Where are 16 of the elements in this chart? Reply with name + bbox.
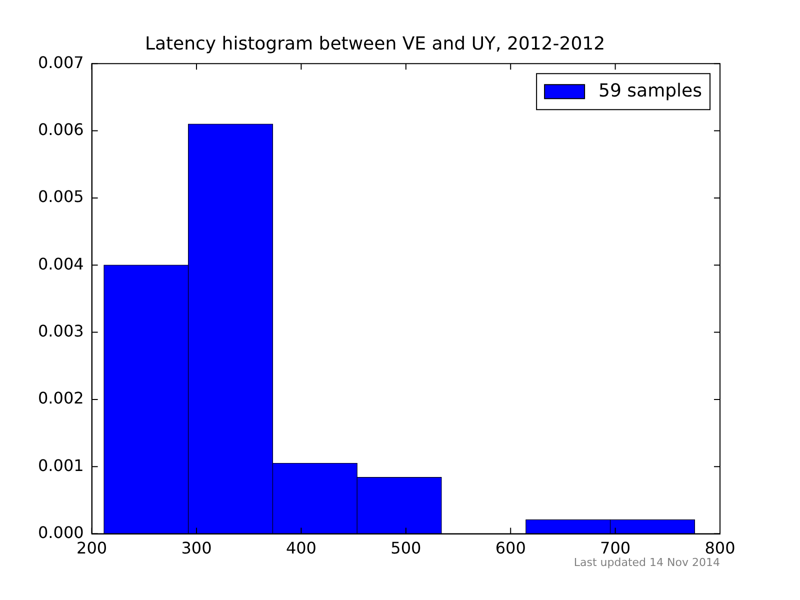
x-tick-label: 700 xyxy=(600,538,631,558)
chart-title: Latency histogram between VE and UY, 2012-2012 xyxy=(144,33,606,54)
y-tick-label: 0.003 xyxy=(38,321,84,340)
x-tick-label: 400 xyxy=(286,538,316,558)
x-tick-label: 600 xyxy=(495,538,526,558)
y-tick-label: 0.007 xyxy=(38,52,84,72)
y-tick-label: 0.002 xyxy=(38,388,84,408)
legend-label: 59 samples xyxy=(598,80,702,102)
y-tick-label: 0.001 xyxy=(38,456,84,475)
y-tick-label: 0.005 xyxy=(38,187,84,206)
x-tick-label: 300 xyxy=(181,538,212,558)
x-tick-label: 800 xyxy=(704,538,736,558)
text: Last updated 14 Nov 2014 xyxy=(574,556,720,570)
y-tick-label: 0.006 xyxy=(38,120,84,139)
x-tick-label: 500 xyxy=(390,538,422,558)
y-tick-label: 0.004 xyxy=(38,254,84,274)
